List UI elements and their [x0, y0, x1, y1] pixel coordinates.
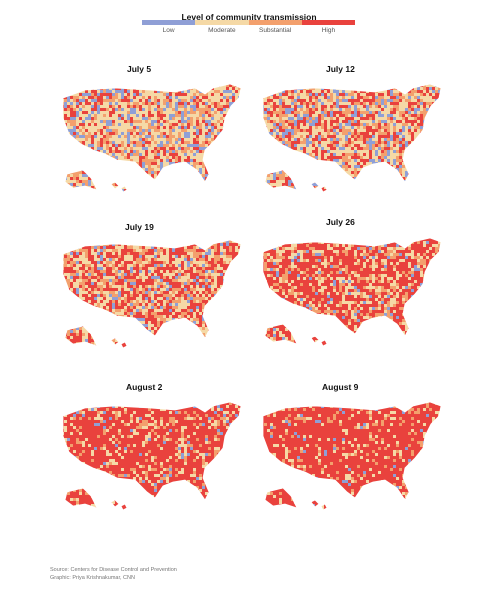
legend-swatch-moderate: [195, 20, 249, 25]
map-title-july-26: July 26: [326, 217, 355, 227]
alaska-outline: [64, 487, 98, 509]
alaska-outline: [64, 169, 98, 191]
contiguous-us-outline: [62, 83, 242, 183]
map-july-26: [262, 237, 442, 347]
legend-label-low: Low: [162, 27, 175, 34]
alaska-outline: [264, 169, 298, 191]
contiguous-us-outline: [262, 83, 442, 183]
contiguous-us-outline: [262, 401, 442, 501]
hawaii-outline: [310, 335, 328, 347]
alaska-outline: [64, 325, 98, 347]
hawaii-outline: [110, 337, 128, 349]
map-title-july-12: July 12: [326, 64, 355, 74]
map-title-july-5: July 5: [127, 64, 152, 74]
hawaii-outline: [310, 499, 328, 511]
legend-swatch-substantial: [248, 20, 302, 25]
source-credit: Source: Centers for Disease Control and …: [50, 566, 177, 582]
alaska-outline: [264, 323, 298, 345]
legend-color-bar: [142, 20, 355, 25]
hawaii-outline: [310, 181, 328, 193]
map-title-july-19: July 19: [125, 222, 154, 232]
map-august-2: [62, 401, 242, 511]
hawaii-outline: [110, 499, 128, 511]
hawaii-outline: [110, 181, 128, 193]
source-line: Source: Centers for Disease Control and …: [50, 567, 177, 573]
graphic-credit-line: Graphic: Priya Krishnakumar, CNN: [50, 575, 135, 581]
legend-label-high: High: [321, 27, 336, 34]
legend-title: Level of community transmission: [181, 12, 317, 22]
alaska-outline: [264, 487, 298, 509]
map-august-9: [262, 401, 442, 511]
contiguous-us-outline: [62, 401, 242, 501]
map-title-august-9: August 9: [322, 382, 359, 392]
contiguous-us-outline: [62, 239, 242, 339]
legend: Level of community transmission: [0, 12, 498, 22]
map-july-19: [62, 239, 242, 349]
map-july-5: [62, 83, 242, 193]
map-july-12: [262, 83, 442, 193]
contiguous-us-outline: [262, 237, 442, 337]
legend-labels: Low Moderate Substantial High: [142, 27, 355, 34]
legend-swatch-low: [142, 20, 196, 25]
legend-label-moderate: Moderate: [208, 27, 236, 34]
legend-swatch-high: [301, 20, 355, 25]
legend-label-substantial: Substantial: [259, 27, 292, 34]
map-title-august-2: August 2: [126, 382, 163, 392]
